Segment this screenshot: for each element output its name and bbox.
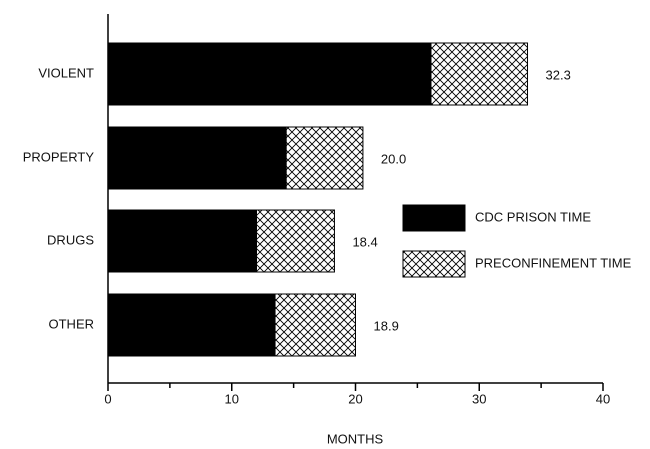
total-label: 20.0 <box>381 151 406 166</box>
total-label: 32.3 <box>546 67 571 82</box>
bar-segment <box>107 42 432 106</box>
y-tick-label: OTHER <box>49 316 95 331</box>
y-tick-label: VIOLENT <box>38 65 94 80</box>
x-tick-label: 0 <box>104 391 111 406</box>
x-tick-label: 30 <box>472 391 486 406</box>
legend-label: PRECONFINEMENT TIME <box>475 255 632 270</box>
x-tick-label: 10 <box>225 391 239 406</box>
x-axis-label: MONTHS <box>327 431 384 446</box>
bar-segment <box>285 126 364 190</box>
bar-segment <box>107 293 276 357</box>
legend-swatch <box>402 204 466 232</box>
y-tick-label: DRUGS <box>47 232 94 247</box>
x-tick-label: 40 <box>596 391 610 406</box>
total-label: 18.9 <box>374 318 399 333</box>
x-tick-label: 20 <box>348 391 362 406</box>
legend-swatch <box>402 250 466 278</box>
bar-segment <box>107 209 257 273</box>
bar-segment <box>274 293 356 357</box>
total-label: 18.4 <box>352 234 377 249</box>
bar-segment <box>430 42 529 106</box>
legend-label: CDC PRISON TIME <box>475 209 591 224</box>
bar-segment <box>256 209 335 273</box>
bar-segment <box>107 126 287 190</box>
y-tick-label: PROPERTY <box>23 149 95 164</box>
